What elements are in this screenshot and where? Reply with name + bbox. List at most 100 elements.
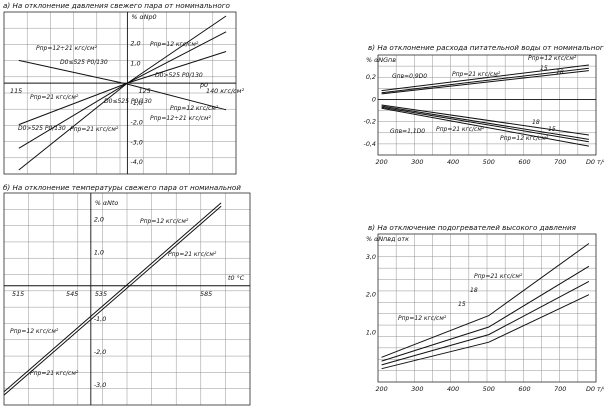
panel-c-annotation: 18 <box>532 119 540 126</box>
panel-c-grid <box>377 54 597 156</box>
panel-c-ylabel: % αNGпв <box>366 56 396 64</box>
panel-c-annotation: Gпв=0,9D0 <box>392 73 427 80</box>
panel-b-series-0 <box>3 202 222 393</box>
panel-b-y-tick: 2,0 <box>94 216 104 224</box>
panel-d-series-1 <box>381 265 590 362</box>
panel-b-x-tick: 545 <box>66 290 78 298</box>
panel-a-x-tick: 125 <box>139 87 151 95</box>
panel-c-x-tick: 400 <box>447 158 459 166</box>
panel-d-annotation: Pпр=12 кгс/см² <box>398 315 447 322</box>
panel-c-x-tick: 700 <box>554 158 566 166</box>
panel-b-ylabel: % αNto <box>95 199 119 207</box>
panel-a-frame <box>3 11 237 175</box>
panel-d-x-tick: 600 <box>518 385 530 393</box>
panel-a-series-0 <box>18 59 227 111</box>
panel-c-annotation: Pпр=12 кгс/см² <box>528 55 577 62</box>
panel-c-title: в) На отклонение расхода питательной вод… <box>368 43 604 52</box>
panel-b-xlabel: t0 °C <box>228 274 245 282</box>
panel-d-x-tick: 700 <box>554 385 566 393</box>
panel-d-y-tick: 2,0 <box>366 291 376 299</box>
panel-b-annotation: Pпр=12 кгс/см² <box>10 328 59 335</box>
panel-b-x-tick: 515 <box>12 290 24 298</box>
panel-d-title: в) На отключение подогревателей высокого… <box>368 223 576 232</box>
panel-a-y-tick: 1,0 <box>130 59 140 67</box>
panel-c-series-5 <box>381 106 589 143</box>
panel-d-series-0 <box>381 243 590 358</box>
panel-a-y-tick: -2,0 <box>130 119 142 127</box>
panel-b-series-1 <box>3 205 222 396</box>
panel-d-annotation: 15 <box>458 301 466 308</box>
panel-c-x-tick: 300 <box>411 158 423 166</box>
panel-a-annotation: D0>525 P0/130 <box>155 72 203 79</box>
panel-c-annotation: Pпр=21 кгс/см² <box>436 126 485 133</box>
panel-b-x-tick: 585 <box>200 290 212 298</box>
panel-c-x-tick: 600 <box>518 158 530 166</box>
panel-c-frame <box>377 54 597 156</box>
panel-d-x-tick: 500 <box>483 385 495 393</box>
panel-c-series-2 <box>381 64 589 92</box>
panel-a-y-tick: -4,0 <box>130 158 142 166</box>
panel-b-y-tick: 1,0 <box>94 249 104 257</box>
panel-c-annotation: 15 <box>540 65 548 72</box>
panel-b-annotation: Pпр=12 кгс/см² <box>140 218 189 225</box>
panel-c-series-0 <box>381 70 589 95</box>
panel-a-annotation: D0>525 P0/130 <box>18 125 66 132</box>
panel-a-annotation: D0≤525 P0/130 <box>60 59 108 66</box>
panel-b-annotation: Pпр=21 кгс/см² <box>168 251 217 258</box>
panel-a-grid <box>3 11 237 175</box>
panel-d-grid <box>377 233 597 383</box>
panel-b-y-tick: -3,0 <box>94 381 106 389</box>
panel-c-annotation: 15 <box>548 126 556 133</box>
panel-c-y-tick: -0,2 <box>364 118 376 126</box>
panel-d-series-3 <box>381 294 590 370</box>
panel-a-annotation: Pпр=12÷21 кгс/см² <box>150 115 212 122</box>
panel-c-annotation: 18 <box>556 69 564 76</box>
panel-d-x-tick: 200 <box>375 385 387 393</box>
panel-d-series-2 <box>381 280 590 366</box>
panel-d-y-tick: 3,0 <box>366 253 376 261</box>
panel-a-y-tick: 2,0 <box>130 40 140 48</box>
panel-d-y-tick: 1,0 <box>366 329 376 337</box>
panel-c-annotation: Pпр=12 кгс/см² <box>500 135 549 142</box>
panel-a-xlabel: p0 <box>199 81 208 89</box>
panel-a-annotation: D0≤525 P0/130 <box>104 98 152 105</box>
panel-c-series-1 <box>381 67 589 94</box>
panel-c-x-tick: 500 <box>483 158 495 166</box>
panel-d-annotation: Pпр=21 кгс/см² <box>474 273 523 280</box>
panel-d-x-tick: 300 <box>411 385 423 393</box>
panel-a-y-tick: -3,0 <box>130 138 142 146</box>
panel-c-y-tick: 0,2 <box>366 73 376 81</box>
panel-a-annotation: Pпр=21 кгс/см² <box>70 126 119 133</box>
panel-c-y-tick: 0 <box>372 95 376 103</box>
panel-b-annotation: Pпр=21 кгс/см² <box>30 370 79 377</box>
panel-c-xlabel: D0 т/ч <box>586 158 604 166</box>
panel-a-annotation: Pпр=21 кгс/см² <box>30 94 79 101</box>
panel-a-x-tick: 115 <box>10 87 22 95</box>
panel-b-frame <box>3 192 251 406</box>
panel-a-title: а) На отклонение давления свежего пара о… <box>3 1 230 10</box>
panel-a-series-3 <box>18 31 227 149</box>
panel-a-annotation: Pпр=12÷21 кгс/см² <box>36 45 98 52</box>
panel-d-frame <box>377 233 597 383</box>
panel-c-series-3 <box>381 104 589 136</box>
panel-d-ylabel: % αNпвд отк <box>366 235 409 243</box>
panel-c-x-tick: 200 <box>375 158 387 166</box>
panel-a-x-tick: 140 кгс/см² <box>206 87 244 95</box>
panel-d-xlabel: D0 т/ч <box>586 385 604 393</box>
panel-a-annotation: Pпр=12 кгс/см² <box>170 105 219 112</box>
panel-a-ylabel: % αNp0 <box>131 13 156 21</box>
panel-b-y-tick: -2,0 <box>94 348 106 356</box>
panel-d-x-tick: 400 <box>447 385 459 393</box>
panel-a-annotation: Pпр=12 кгс/см² <box>150 41 199 48</box>
panel-b-title: б) На отклонение температуры свежего пар… <box>3 183 241 192</box>
panel-c-annotation: Pпр=21 кгс/см² <box>452 71 501 78</box>
panel-b-x-tick: 535 <box>95 290 107 298</box>
panel-b-grid <box>3 192 251 406</box>
panel-c-y-tick: -0,4 <box>364 140 376 148</box>
panel-a-y-tick: -1,0 <box>130 99 142 107</box>
panel-b-y-tick: -1,0 <box>94 315 106 323</box>
panel-a-series-1 <box>18 51 227 126</box>
panel-d-annotation: 18 <box>470 287 478 294</box>
panel-c-series-4 <box>381 105 589 140</box>
